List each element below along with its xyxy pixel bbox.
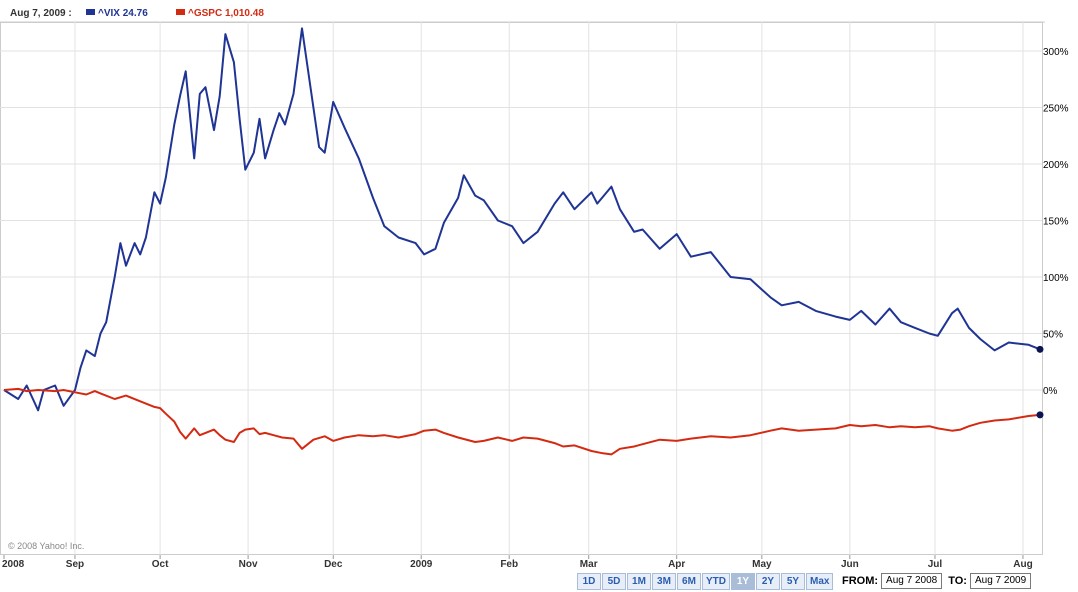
x-tick-label: Aug bbox=[1013, 559, 1032, 570]
x-tick-label: Oct bbox=[152, 559, 169, 570]
range-button-1d[interactable]: 1D bbox=[577, 573, 601, 590]
range-button-1y[interactable]: 1Y bbox=[731, 573, 755, 590]
range-button-2y[interactable]: 2Y bbox=[756, 573, 780, 590]
legend-gspc: ^GSPC 1,010.48 bbox=[188, 8, 264, 19]
y-tick-label: 300% bbox=[1043, 47, 1069, 58]
y-gridlines bbox=[0, 50, 1042, 391]
x-tick-label: 2009 bbox=[410, 559, 433, 570]
y-tick-label: 100% bbox=[1043, 273, 1069, 284]
range-selector: 1D 5D 1M 3M 6M YTD 1Y 2Y 5Y Max bbox=[577, 573, 834, 590]
x-axis-labels: 2008 Sep Oct Nov Dec 2009 Feb Mar Apr May Jun Jul Au… bbox=[2, 559, 1033, 570]
x-tick-label: 2008 bbox=[2, 559, 25, 570]
y-tick-label: 150% bbox=[1043, 217, 1069, 228]
y-tick-label: 50% bbox=[1043, 330, 1063, 341]
x-tick-label: Jul bbox=[928, 559, 943, 570]
legend-swatch-vix bbox=[86, 9, 95, 15]
series-end-marker bbox=[1036, 345, 1044, 353]
x-tick-label: Apr bbox=[668, 559, 685, 570]
from-date-input[interactable]: Aug 7 2008 bbox=[881, 573, 943, 589]
range-button-max[interactable]: Max bbox=[806, 573, 834, 590]
range-button-1m[interactable]: 1M bbox=[627, 573, 651, 590]
to-label: TO: bbox=[948, 575, 967, 587]
y-tick-label: 250% bbox=[1043, 104, 1069, 115]
to-date-input[interactable]: Aug 7 2009 bbox=[969, 573, 1032, 589]
series-end-marker bbox=[1036, 411, 1044, 419]
copyright: © 2008 Yahoo! Inc. bbox=[8, 541, 84, 551]
chart-legend: Aug 7, 2009 : ^VIX 24.76 ^GSPC 1,010.48 bbox=[10, 8, 264, 19]
x-tick-label: Mar bbox=[580, 559, 598, 570]
plot-frame bbox=[0, 22, 1043, 555]
range-button-3m[interactable]: 3M bbox=[652, 573, 676, 590]
x-tick-label: Dec bbox=[324, 559, 343, 570]
x-tick-label: Nov bbox=[239, 559, 258, 570]
x-tick-label: May bbox=[752, 559, 772, 570]
range-button-5y[interactable]: 5Y bbox=[781, 573, 805, 590]
y-tick-label: 0% bbox=[1043, 386, 1058, 397]
x-tick-label: Feb bbox=[500, 559, 518, 570]
x-tick-label: Jun bbox=[841, 559, 859, 570]
series-line-vix bbox=[3, 27, 1041, 412]
legend-date: Aug 7, 2009 : bbox=[10, 8, 72, 19]
range-button-6m[interactable]: 6M bbox=[677, 573, 701, 590]
series-lines bbox=[3, 27, 1044, 456]
y-axis-labels: 0% 50% 100% 150% 200% 250% 300% bbox=[1043, 47, 1069, 397]
series-line-gspc bbox=[3, 387, 1041, 456]
from-label: FROM: bbox=[842, 575, 879, 587]
x-tick-label: Sep bbox=[66, 559, 84, 570]
range-button-ytd[interactable]: YTD bbox=[702, 573, 730, 590]
range-button-5d[interactable]: 5D bbox=[602, 573, 626, 590]
x-gridlines bbox=[3, 22, 1024, 559]
y-tick-label: 200% bbox=[1043, 160, 1069, 171]
date-range-fields: FROM: Aug 7 2008 TO: Aug 7 2009 bbox=[842, 573, 1037, 589]
legend-vix: ^VIX 24.76 bbox=[98, 8, 148, 19]
legend-swatch-gspc bbox=[176, 9, 185, 15]
